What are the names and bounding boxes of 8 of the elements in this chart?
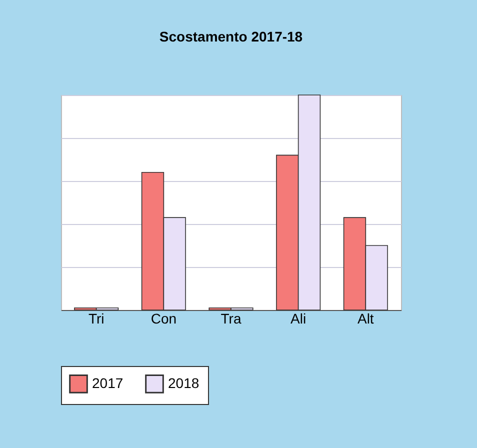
legend-label: 2017 [92,374,124,391]
x-tick-label: Ali [290,310,306,326]
legend-label: 2018 [168,374,200,391]
chart-title: Scostamento 2017-18 [159,28,303,45]
x-tick-label: Tri [88,310,104,326]
x-tick-label: Con [150,310,177,326]
x-tick-label: Tra [220,310,242,326]
x-tick-label: Alt [357,310,374,326]
